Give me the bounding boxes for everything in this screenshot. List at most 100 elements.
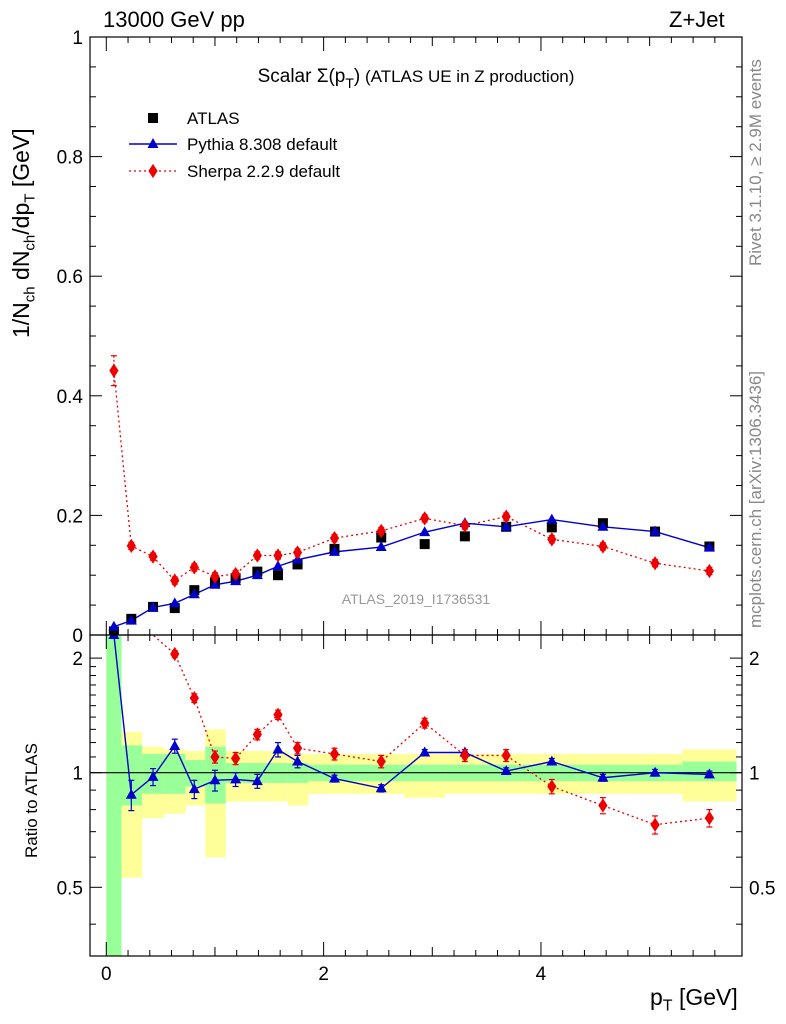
pythia-point (272, 560, 284, 571)
ratio-plot-frame (89, 634, 743, 957)
pythia-point (500, 520, 512, 531)
sherpa-point (501, 509, 511, 524)
ratio-y-axis-title: Ratio to ATLAS (22, 743, 41, 858)
atlas-point (272, 570, 283, 581)
sherpa-ratio-point (420, 715, 430, 731)
mcplots-label: mcplots.cern.ch [arXiv:1306.3436] (746, 370, 765, 628)
sherpa-ratio-point (329, 746, 340, 762)
pythia-ratio-point (147, 770, 159, 781)
sherpa-ratio-point (210, 749, 220, 765)
legend: ATLAS Pythia 8.308 default Sherpa 2.2.9 de… (129, 109, 340, 181)
pythia-ratio-point (546, 755, 558, 766)
sherpa-point (109, 363, 119, 378)
sherpa-point (230, 566, 241, 582)
y-tick-label: 1 (72, 28, 83, 49)
pythia-ratio-point (230, 773, 242, 784)
sherpa-ratio-point (273, 707, 283, 722)
pythia-point (169, 597, 181, 608)
pythia-point (251, 569, 263, 580)
pythia-point (546, 513, 558, 524)
x-tick-label: 0 (101, 964, 112, 985)
sherpa-ratio-point (292, 741, 303, 756)
pythia-ratio-point (272, 743, 284, 754)
ratio-bands (106, 635, 737, 956)
legend-label: ATLAS (187, 109, 240, 128)
ratio-y-tick-label-right: 0.5 (749, 878, 775, 899)
sherpa-point (329, 530, 340, 546)
pythia-point (703, 541, 715, 552)
pythia-ratio-point (292, 755, 304, 766)
band-inner (106, 635, 122, 956)
ratio-y-tick-label-right: 1 (749, 764, 760, 785)
sherpa-point (170, 573, 180, 588)
sherpa-ratio-point (598, 798, 608, 813)
sherpa-ratio-point (650, 817, 660, 832)
pythia-ratio-point (209, 774, 221, 785)
sherpa-point (292, 545, 303, 560)
sherpa-ratio-point (230, 751, 241, 766)
pythia-ratio-point (188, 783, 200, 794)
pythia-point (147, 601, 159, 612)
ratio-y-tick-label: 0.5 (57, 878, 83, 899)
analysis-label: ATLAS_2019_I1736531 (342, 591, 491, 607)
rivet-label: Rivet 3.1.10, ≥ 2.9M events (746, 59, 765, 266)
legend-sherpa-marker (148, 163, 158, 179)
ratio-plot-panel: 0 2 4 0.5 0.5 1 1 2 2 (57, 634, 775, 985)
ratio-y-tick-label-right: 2 (749, 649, 760, 670)
collision-label: 13000 GeV pp (103, 7, 245, 32)
atlas-point (108, 626, 119, 635)
sherpa-point (252, 548, 262, 563)
ratio-plot-data (108, 635, 715, 835)
y-tick-label: 0.2 (57, 506, 83, 527)
band-inner (163, 753, 186, 794)
sherpa-point (189, 560, 199, 575)
sherpa-point (148, 549, 158, 564)
sherpa-point (210, 569, 220, 584)
sherpa-point (598, 539, 608, 554)
sherpa-point (704, 563, 715, 579)
pythia-point (597, 520, 609, 531)
atlas-point (459, 531, 470, 542)
sherpa-ratio-point (376, 754, 386, 769)
atlas-point (419, 539, 430, 550)
pythia-line (113, 518, 710, 628)
main-plot-data (108, 355, 715, 635)
sherpa-point (273, 548, 283, 563)
sherpa-ratio-point (501, 748, 511, 763)
plot-title-close: ) (354, 66, 360, 87)
sherpa-ratio-point (547, 779, 557, 794)
sherpa-line (113, 370, 710, 582)
legend-pythia-marker (147, 138, 159, 148)
pythia-point (649, 525, 661, 536)
atlas-point (292, 559, 303, 570)
y-tick-label: 0.4 (57, 387, 84, 408)
pythia-ratio-point (329, 772, 340, 783)
sherpa-ratio-point (704, 810, 715, 826)
sherpa-point (460, 518, 470, 533)
pythia-ratio-point (375, 782, 387, 793)
sherpa-ratio-point (189, 690, 199, 706)
sherpa-point (126, 538, 136, 554)
ratio-y-tick-label: 1 (72, 764, 83, 785)
pythia-ratio-point (125, 788, 137, 799)
sherpa-point (650, 556, 660, 571)
sherpa-point (376, 523, 386, 539)
pythia-point (419, 526, 431, 537)
pythia-point (209, 578, 221, 589)
pythia-ratio-point (500, 765, 512, 776)
pythia-point (108, 620, 120, 631)
pythia-ratio-point (703, 768, 715, 779)
sherpa-point (420, 511, 430, 526)
pythia-ratio-point (419, 746, 431, 757)
main-plot-panel: 0 0.2 0.4 0.6 0.8 1 Scalar Σ(pT) (ATLAS UE in … (57, 28, 743, 647)
legend-atlas-marker (148, 113, 158, 123)
sherpa-ratio-point (460, 748, 470, 763)
ratio-y-tick-label: 2 (72, 649, 83, 670)
y-axis-title: 1/Nch dNch/dpT [GeV] (8, 128, 39, 338)
legend-label: Pythia 8.308 default (187, 135, 338, 154)
plot-title-main: Scalar Σ(p (258, 66, 346, 87)
sherpa-point (547, 532, 557, 547)
pythia-ratio-point (169, 740, 181, 751)
x-tick-label: 2 (318, 964, 329, 985)
x-axis-title: pT [GeV] (650, 984, 738, 1015)
